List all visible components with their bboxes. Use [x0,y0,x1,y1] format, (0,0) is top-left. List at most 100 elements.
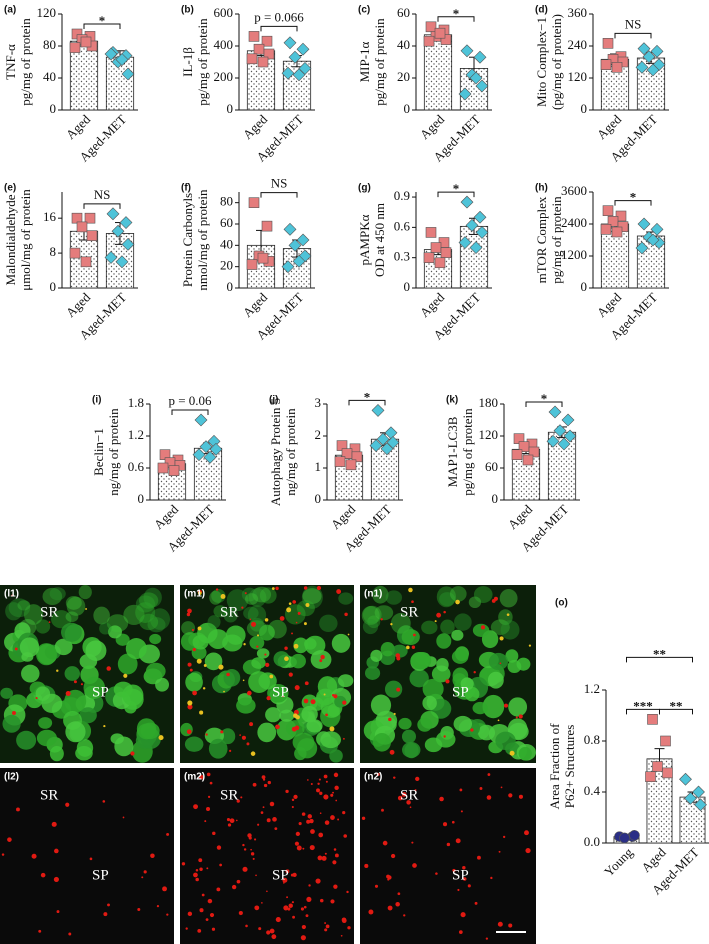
cell [149,608,171,630]
cell [385,590,403,605]
significance-bracket [260,25,298,32]
puncta [304,681,309,686]
puncta [229,749,232,752]
cell [209,590,222,605]
puncta [220,730,224,734]
y-tick-label: 60 [485,459,498,474]
puncta [487,773,491,776]
data-point [199,440,213,454]
panel-label: (o) [555,598,568,609]
data-point [80,256,92,268]
data-point [434,27,446,39]
puncta [51,821,57,827]
puncta [166,913,169,916]
puncta [283,905,289,911]
puncta [284,646,288,650]
puncta [266,890,268,893]
puncta [455,599,460,605]
data-point [518,441,530,452]
significance-label: * [364,389,371,404]
y-tick-label: 0 [50,279,57,294]
cell [362,619,379,635]
data-point [283,36,297,50]
cell [93,606,110,625]
puncta [11,594,14,597]
puncta [186,612,191,617]
puncta [443,610,446,614]
cell [42,587,63,606]
cell [61,622,82,642]
puncta [497,921,503,927]
puncta [216,887,221,892]
micrograph: (m1) SR SP [180,585,354,763]
puncta [500,786,503,789]
cell [184,736,204,752]
data-point [168,465,180,476]
puncta [218,664,224,670]
puncta [332,791,334,794]
puncta [239,734,241,736]
puncta [301,924,306,930]
data-point [679,772,692,786]
cell [390,612,411,634]
puncta [390,853,396,859]
data-point [660,735,671,747]
puncta [332,860,337,865]
puncta [317,782,320,785]
puncta [337,818,340,821]
region-label: SP [452,867,469,883]
puncta [502,835,506,839]
puncta [443,735,446,738]
region-label: SR [220,604,238,620]
cell [472,623,490,637]
puncta [317,855,323,861]
puncta [330,815,335,820]
puncta [252,782,257,787]
cell [83,676,106,699]
cell [398,717,412,730]
cell [293,637,309,654]
puncta [319,898,324,903]
significance-label: ** [653,646,666,661]
y-tick-label: 400 [214,37,234,52]
y-tick-label: 0.9 [394,188,410,203]
puncta [202,687,206,690]
data-point [557,437,571,451]
y-tick-label: 0 [227,101,234,116]
puncta [411,645,416,650]
puncta [192,648,196,652]
puncta [193,804,198,810]
cell [482,694,505,719]
puncta [310,783,313,786]
puncta [68,932,72,936]
puncta [323,693,326,696]
cell [65,721,86,743]
cell [451,649,469,664]
cell [51,610,72,629]
puncta [205,918,209,921]
micrograph: (m2) SR SP [180,768,354,944]
y-tick-label: 60 [220,215,233,230]
y-tick-label: 16 [43,209,57,224]
cell [21,664,40,683]
cell [301,705,318,723]
puncta [275,586,279,591]
region-label: SP [452,684,469,700]
puncta [518,714,523,719]
y-tick-label: 240 [568,37,588,52]
micrograph-label: (m2) [184,772,205,783]
cell [401,629,420,646]
cell [19,637,40,658]
puncta [201,893,205,897]
puncta [238,910,243,916]
x-tick-label: Aged [240,289,271,320]
puncta [340,934,343,937]
puncta [508,923,513,928]
puncta [220,594,226,599]
data-point [617,221,629,232]
data-point [458,87,472,101]
x-tick-label: Aged [505,501,536,532]
cell [117,653,138,675]
puncta [459,788,463,792]
